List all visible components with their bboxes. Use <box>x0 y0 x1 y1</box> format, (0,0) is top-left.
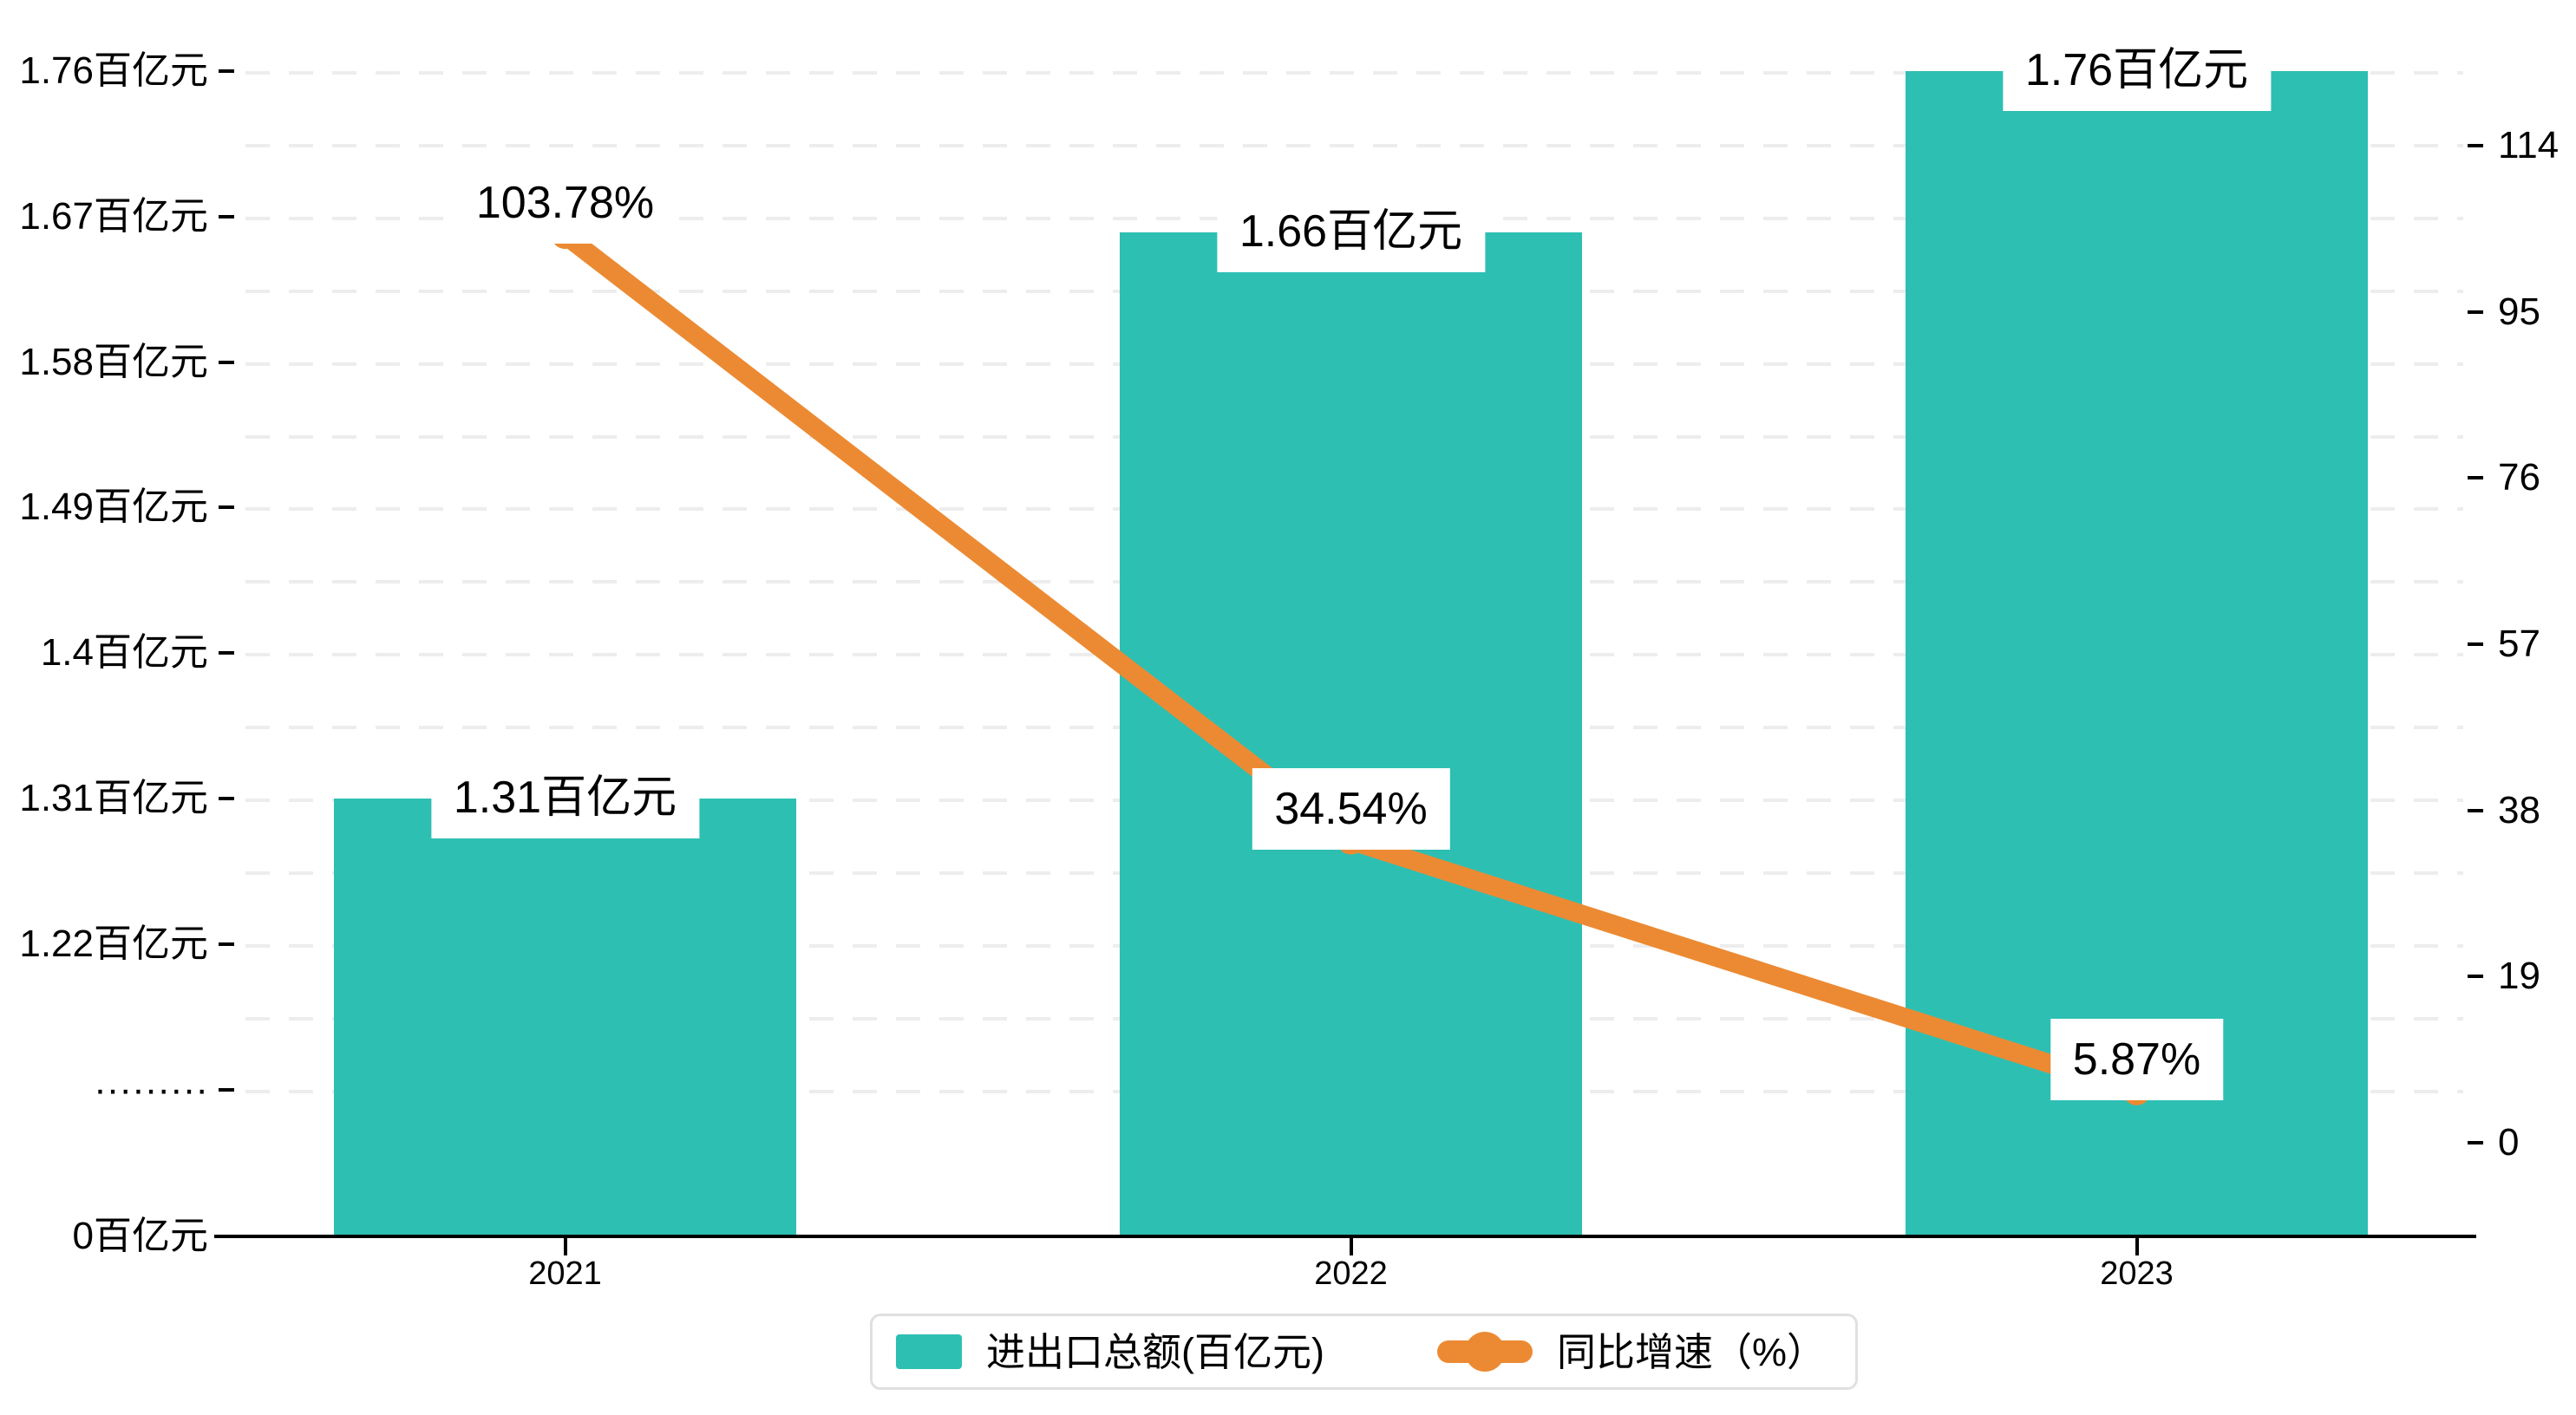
left-axis-tick-label: 1.22百亿元 <box>19 922 208 965</box>
x-axis-tick-mark <box>2135 1238 2139 1255</box>
legend-label-bar-series: 进出口总额(百亿元) <box>986 1329 1324 1374</box>
line-value-label-2021: 103.78% <box>453 162 677 245</box>
bar-series-swatch <box>896 1334 962 1369</box>
right-axis-tick-mark <box>2468 310 2483 314</box>
bar-value-label-2022: 1.66百亿元 <box>1216 191 1486 273</box>
bar-2021[interactable] <box>334 799 796 1236</box>
bar-value-label-2021: 1.31百亿元 <box>430 757 700 838</box>
left-axis-tick-label: 1.67百亿元 <box>19 194 208 238</box>
left-axis-tick-mark <box>219 214 234 218</box>
line-value-label-2022: 34.54% <box>1252 767 1450 850</box>
line-series-marker <box>1436 1332 1533 1372</box>
x-axis-label-2023: 2023 <box>2100 1255 2174 1292</box>
left-axis-tick-label: 0百亿元 <box>72 1215 208 1257</box>
line-value-label-2023: 5.87% <box>2050 1018 2224 1100</box>
x-axis-tick-mark <box>563 1238 567 1255</box>
legend: 进出口总额(百亿元) 同比增速（%） <box>870 1314 1858 1390</box>
left-axis-tick-mark <box>219 69 234 73</box>
bar-2022[interactable] <box>1120 232 1582 1236</box>
right-axis-tick-label: 38 <box>2498 788 2540 831</box>
right-axis-tick-mark <box>2468 143 2483 147</box>
bar-value-label-2023: 1.76百亿元 <box>2002 29 2272 111</box>
legend-item-line-series[interactable]: 同比增速（%） <box>1436 1329 1826 1374</box>
right-axis-tick-label: 19 <box>2498 955 2540 998</box>
growth-line[interactable] <box>559 227 2140 1101</box>
x-axis-label-2022: 2022 <box>1314 1255 1388 1292</box>
left-axis-tick-label: 1.49百亿元 <box>19 486 208 529</box>
legend-label-line-series: 同比增速（%） <box>1556 1329 1826 1374</box>
left-axis-tick-mark <box>219 942 234 946</box>
left-axis-tick-mark <box>219 651 234 655</box>
right-axis-tick-label: 76 <box>2498 456 2540 499</box>
left-axis-tick-mark <box>219 797 234 800</box>
left-axis-tick-label: 1.76百亿元 <box>19 49 208 92</box>
right-axis-tick-label: 95 <box>2498 290 2540 333</box>
left-axis-tick-label: ········· <box>94 1067 208 1111</box>
right-axis-tick-mark <box>2468 975 2483 979</box>
x-axis-line <box>214 1235 2476 1238</box>
left-axis-tick-mark <box>219 505 234 510</box>
gridline <box>245 71 2463 75</box>
x-axis-tick-mark <box>1349 1238 1353 1255</box>
right-axis-tick-mark <box>2468 1141 2483 1144</box>
line-series-marker-dot <box>1464 1332 1505 1372</box>
left-axis-tick-label: 1.31百亿元 <box>19 777 208 819</box>
right-axis-tick-mark <box>2468 642 2483 646</box>
left-axis-tick-mark <box>219 360 234 364</box>
right-axis-tick-label: 57 <box>2498 622 2540 665</box>
right-axis-tick-label: 114 <box>2498 123 2560 166</box>
left-axis-tick-mark <box>219 1087 234 1092</box>
legend-item-bar-series[interactable]: 进出口总额(百亿元) <box>896 1333 1324 1372</box>
left-axis-tick-label: 1.58百亿元 <box>19 340 208 383</box>
x-axis-label-2021: 2021 <box>528 1255 602 1292</box>
gridline <box>245 143 2463 147</box>
right-axis-tick-label: 0 <box>2498 1121 2520 1164</box>
right-axis-tick-mark <box>2468 476 2483 480</box>
left-axis-tick-label: 1.4百亿元 <box>40 631 208 675</box>
right-axis-tick-mark <box>2468 808 2483 812</box>
